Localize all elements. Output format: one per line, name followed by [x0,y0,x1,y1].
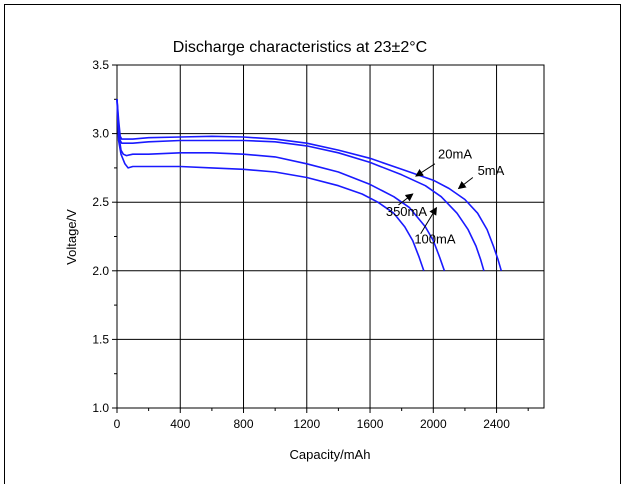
series-layer [116,99,503,272]
figure-frame [4,4,621,484]
annotation-label-20mA: 20mA [438,146,472,161]
chart-title: Discharge characteristics at 23±2°C [173,39,427,56]
x-tick-label-1: 400 [170,417,190,431]
x-tick-label-0: 0 [114,417,121,431]
annotation-label-100mA: 100mA [414,231,456,246]
x-tick-label-5: 2000 [420,417,447,431]
series-line-100mA [116,99,446,272]
grid-layer [117,65,544,408]
annotation-arrow-5mA [457,177,474,190]
plot-area-border [116,64,545,409]
annotation-arrow-100mA [420,206,437,235]
x-axis-label: Capacity/mAh [290,447,371,462]
annotation-label-5mA: 5mA [478,163,505,178]
y-tick-label-1: 1.5 [92,332,109,346]
x-tick-label-3: 1200 [293,417,320,431]
ticks-layer: 0 400 800 1200 1600 2000 2400 1.0 1.5 2.0 2.5 3.0 3.… [92,58,529,431]
y-axis-label: Voltage/V [64,209,79,265]
annotation-layer: 20mA 5mA 350mA 100mA [386,146,505,246]
series-line-350mA [116,99,425,272]
y-tick-label-2: 2.0 [92,264,109,278]
x-tick-label-4: 1600 [357,417,384,431]
axes-layer [116,64,545,409]
x-tick-label-6: 2400 [483,417,510,431]
annotation-arrow-20mA [415,163,436,177]
annotation-arrow-350mA [398,193,414,206]
y-tick-label-5: 3.5 [92,58,109,72]
series-line-5mA [116,99,503,272]
series-line-20mA [116,99,485,272]
y-tick-label-3: 2.5 [92,195,109,209]
x-tick-label-2: 800 [234,417,254,431]
y-tick-label-4: 3.0 [92,127,109,141]
y-tick-label-0: 1.0 [92,401,109,415]
annotation-label-350mA: 350mA [386,204,428,219]
